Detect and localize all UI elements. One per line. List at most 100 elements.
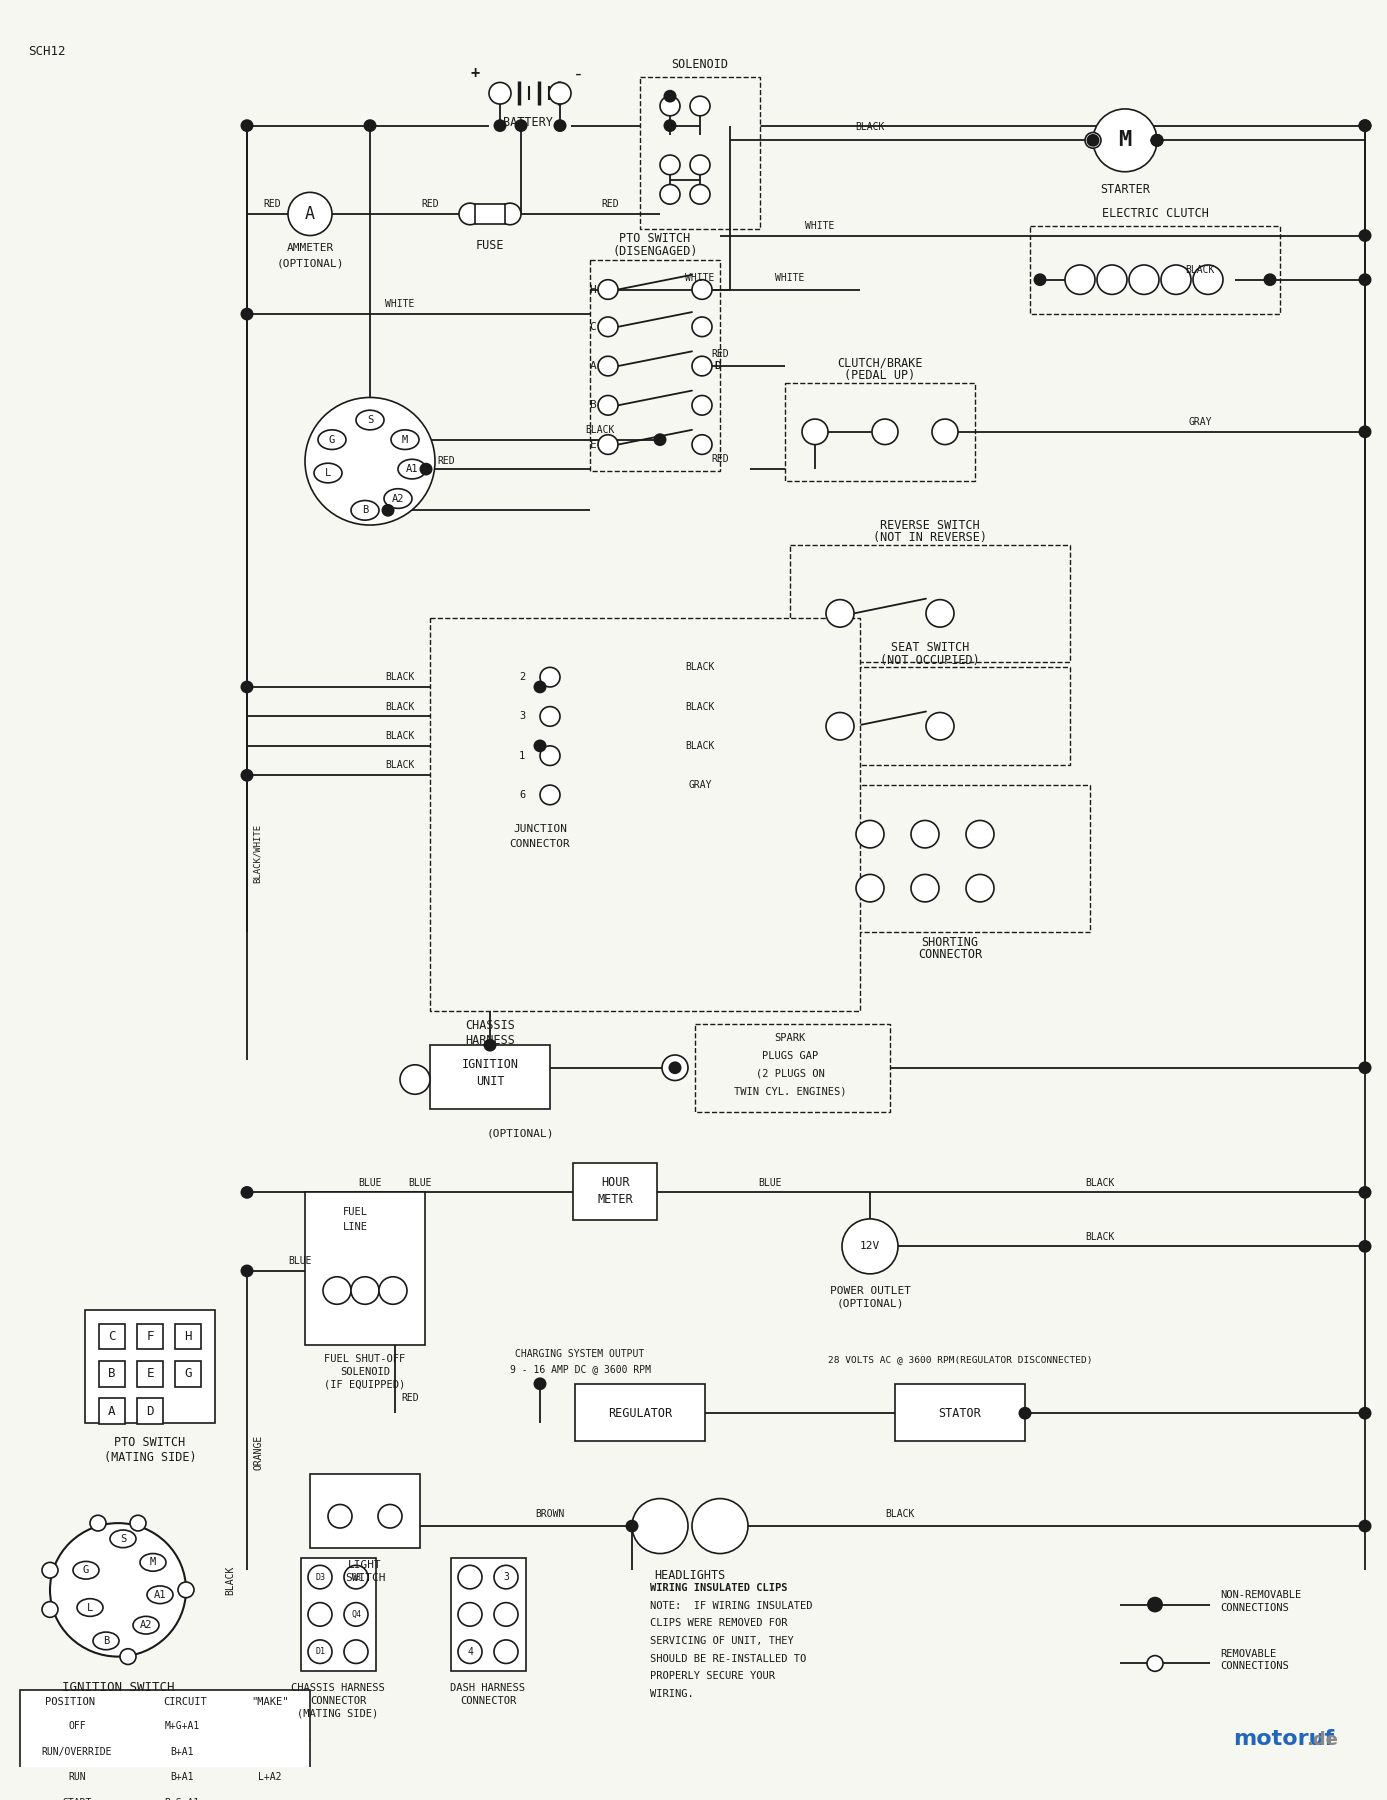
Circle shape <box>327 1505 352 1528</box>
Circle shape <box>1085 133 1101 148</box>
Circle shape <box>399 1066 430 1094</box>
Circle shape <box>540 707 560 725</box>
Circle shape <box>458 1566 483 1589</box>
Text: RED: RED <box>712 349 728 360</box>
Text: GRAY: GRAY <box>688 779 712 790</box>
Text: RED: RED <box>401 1393 419 1404</box>
Text: .de: .de <box>1307 1732 1338 1750</box>
Text: 6: 6 <box>519 790 526 799</box>
Circle shape <box>240 1265 254 1278</box>
Circle shape <box>540 668 560 688</box>
Text: G: G <box>329 434 336 445</box>
Text: 12V: 12V <box>860 1242 881 1251</box>
Text: L+A2: L+A2 <box>258 1773 282 1782</box>
Bar <box>137 1325 164 1350</box>
Circle shape <box>598 317 619 337</box>
Text: SOLENOID: SOLENOID <box>340 1366 390 1377</box>
Ellipse shape <box>318 430 345 450</box>
Circle shape <box>827 599 854 626</box>
Text: 3: 3 <box>519 711 526 722</box>
Text: NON-REMOVABLE: NON-REMOVABLE <box>1221 1589 1301 1600</box>
Circle shape <box>1358 1519 1372 1532</box>
Circle shape <box>663 90 677 103</box>
Circle shape <box>1150 133 1164 148</box>
Text: G: G <box>83 1566 89 1575</box>
Text: (OPTIONAL): (OPTIONAL) <box>836 1298 904 1309</box>
Text: (NOT IN REVERSE): (NOT IN REVERSE) <box>872 531 988 544</box>
Text: B: B <box>589 400 596 410</box>
Text: SHORTING: SHORTING <box>921 936 978 949</box>
Ellipse shape <box>384 490 412 508</box>
Text: B+S+A1: B+S+A1 <box>165 1798 200 1800</box>
Circle shape <box>1018 1408 1032 1420</box>
Circle shape <box>598 356 619 376</box>
Circle shape <box>553 119 566 131</box>
Text: CHASSIS: CHASSIS <box>465 1019 515 1031</box>
Circle shape <box>802 419 828 445</box>
Text: WHITE: WHITE <box>685 274 714 283</box>
Text: D1: D1 <box>315 1647 325 1656</box>
Text: POSITION: POSITION <box>44 1697 94 1706</box>
Circle shape <box>1065 265 1094 295</box>
Bar <box>474 203 505 223</box>
Text: SPARK: SPARK <box>774 1033 806 1044</box>
Circle shape <box>626 1519 638 1532</box>
Text: (2 PLUGS ON: (2 PLUGS ON <box>756 1069 824 1078</box>
Circle shape <box>344 1640 368 1663</box>
Text: 1: 1 <box>519 751 526 761</box>
Text: E: E <box>146 1368 154 1381</box>
Text: START: START <box>62 1798 92 1800</box>
Circle shape <box>1358 1062 1372 1075</box>
Circle shape <box>692 317 712 337</box>
Circle shape <box>692 356 712 376</box>
Circle shape <box>308 1566 331 1589</box>
Bar <box>137 1361 164 1386</box>
Text: BLACK: BLACK <box>1186 265 1215 275</box>
Text: WIRING INSULATED CLIPS: WIRING INSULATED CLIPS <box>651 1582 788 1593</box>
Text: PLUGS GAP: PLUGS GAP <box>761 1051 818 1060</box>
Circle shape <box>42 1562 58 1579</box>
Text: REMOVABLE: REMOVABLE <box>1221 1649 1276 1658</box>
Circle shape <box>534 1377 546 1390</box>
Bar <box>175 1325 201 1350</box>
Text: CONNECTOR: CONNECTOR <box>309 1696 366 1706</box>
Text: AMMETER: AMMETER <box>286 243 334 254</box>
Text: A: A <box>305 205 315 223</box>
Text: BATTERY: BATTERY <box>503 117 553 130</box>
Circle shape <box>240 119 254 131</box>
Text: SHOULD BE RE-INSTALLED TO: SHOULD BE RE-INSTALLED TO <box>651 1654 806 1663</box>
Text: L: L <box>325 468 331 479</box>
Circle shape <box>669 1062 681 1075</box>
Circle shape <box>632 1499 688 1553</box>
Text: CHARGING SYSTEM OUTPUT: CHARGING SYSTEM OUTPUT <box>516 1350 645 1359</box>
Circle shape <box>458 1640 483 1663</box>
Ellipse shape <box>356 410 384 430</box>
Text: 28 VOLTS AC @ 3600 RPM(REGULATOR DISCONNECTED): 28 VOLTS AC @ 3600 RPM(REGULATOR DISCONN… <box>828 1355 1092 1364</box>
Bar <box>301 1559 376 1670</box>
Text: A1: A1 <box>154 1589 166 1600</box>
Circle shape <box>490 83 510 104</box>
Circle shape <box>534 740 546 752</box>
Bar <box>495 648 585 810</box>
Circle shape <box>1264 274 1276 286</box>
Text: G: G <box>184 1368 191 1381</box>
Text: 3: 3 <box>503 1571 509 1582</box>
Circle shape <box>240 769 254 781</box>
Text: A1: A1 <box>406 464 419 473</box>
Ellipse shape <box>78 1598 103 1616</box>
Text: BLUE: BLUE <box>759 1177 782 1188</box>
Circle shape <box>911 821 939 848</box>
Text: CONNECTOR: CONNECTOR <box>460 1696 516 1706</box>
Bar <box>19 1690 311 1800</box>
Text: BLACK: BLACK <box>386 671 415 682</box>
Bar <box>791 668 1069 765</box>
Circle shape <box>827 713 854 740</box>
Circle shape <box>540 745 560 765</box>
Text: BLACK: BLACK <box>885 1508 914 1519</box>
Text: E: E <box>589 439 596 450</box>
Text: M: M <box>150 1557 157 1568</box>
Circle shape <box>660 155 680 175</box>
Text: B: B <box>362 506 368 515</box>
Ellipse shape <box>93 1633 119 1651</box>
Bar <box>1031 225 1280 313</box>
